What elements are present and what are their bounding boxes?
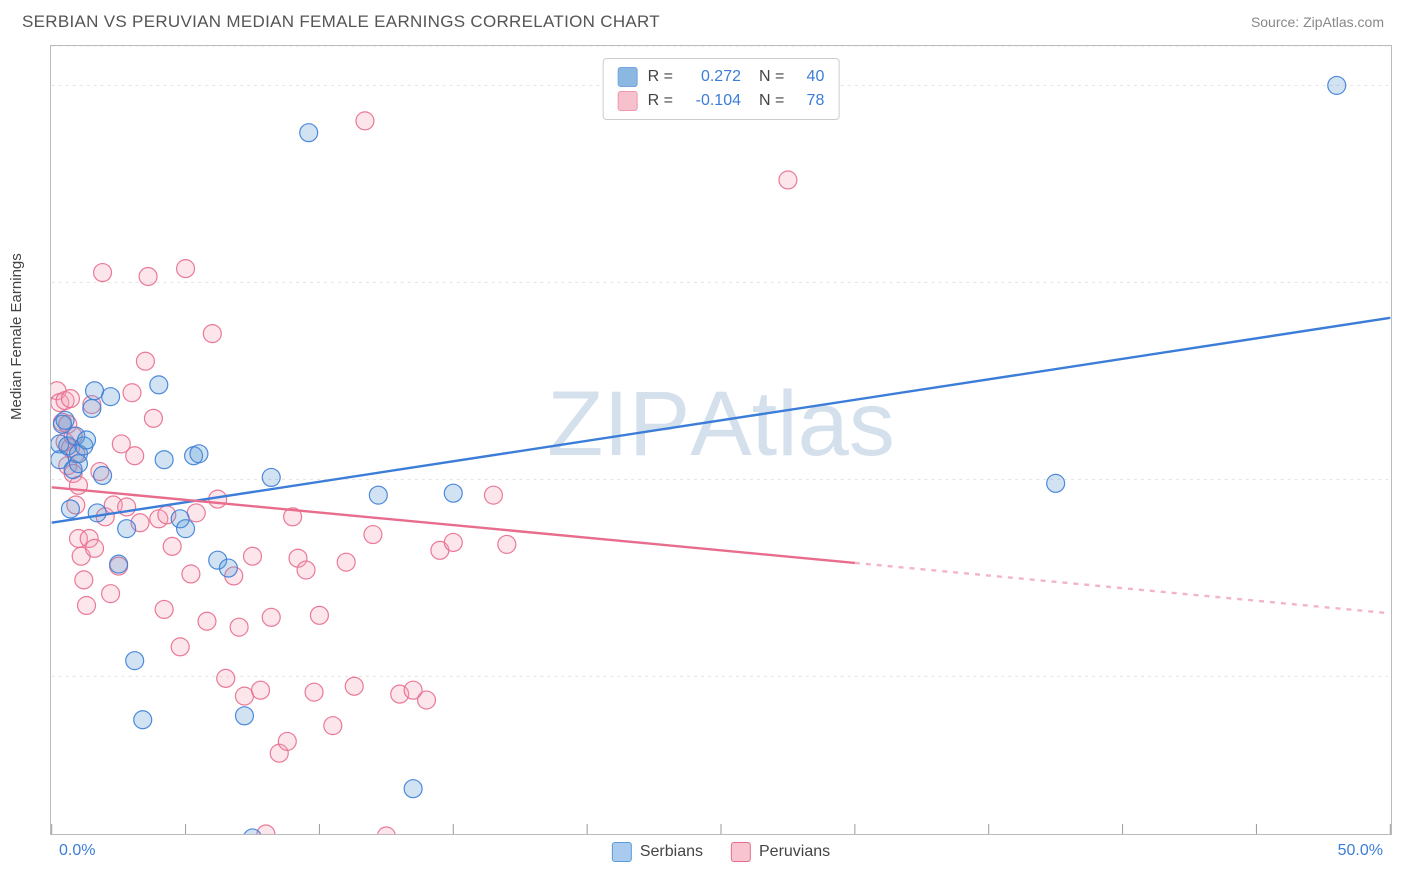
series-legend-item: Peruvians — [731, 842, 830, 862]
scatter-plot — [51, 46, 1391, 834]
y-axis-label: Median Female Earnings — [8, 253, 25, 420]
legend-swatch — [618, 91, 638, 111]
chart-container: ZIPAtlas R =0.272N =40R =-0.104N =78 0.0… — [50, 45, 1392, 835]
series-legend: Serbians Peruvians — [612, 842, 830, 862]
correlation-legend: R =0.272N =40R =-0.104N =78 — [603, 58, 840, 120]
series-legend-item: Serbians — [612, 842, 703, 862]
x-axis-max-label: 50.0% — [1338, 842, 1383, 860]
legend-row: R =-0.104N =78 — [618, 89, 825, 113]
chart-title: SERBIAN VS PERUVIAN MEDIAN FEMALE EARNIN… — [22, 12, 660, 32]
legend-swatch — [618, 67, 638, 87]
legend-swatch — [731, 842, 751, 862]
legend-label: Serbians — [640, 843, 703, 861]
legend-swatch — [612, 842, 632, 862]
x-axis-min-label: 0.0% — [59, 842, 95, 860]
legend-label: Peruvians — [759, 843, 830, 861]
legend-row: R =0.272N =40 — [618, 65, 825, 89]
source-attribution: Source: ZipAtlas.com — [1251, 14, 1384, 30]
